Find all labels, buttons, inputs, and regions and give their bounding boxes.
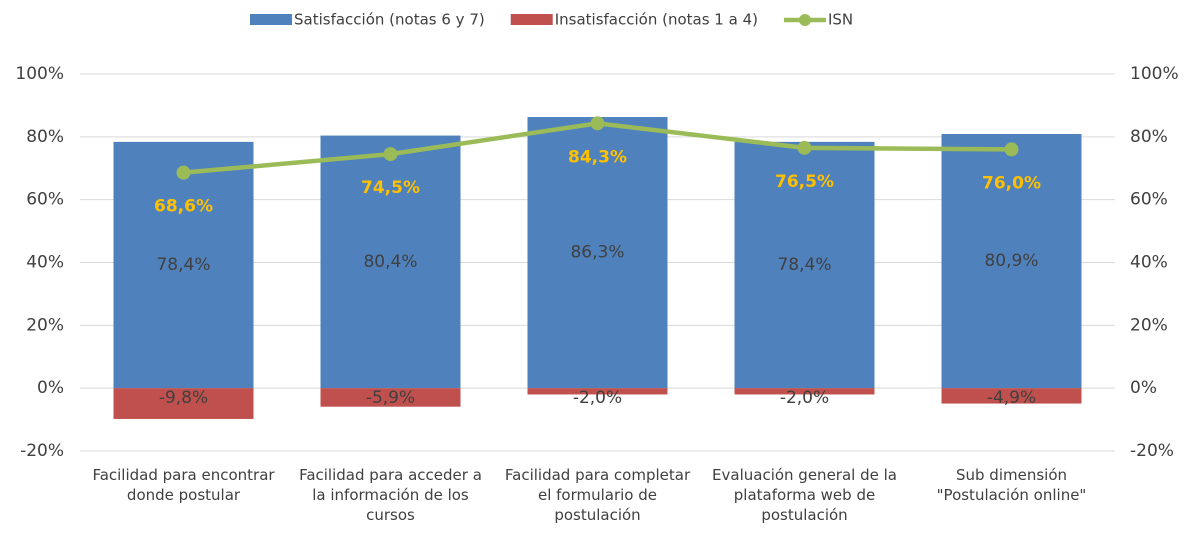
y2-tick-label: 100% [1130,64,1179,84]
bar [734,141,875,389]
data-label: -2,0% [780,388,829,408]
bar [113,141,254,389]
bar [941,134,1082,389]
data-label: 78,4% [777,255,831,275]
isn-marker [590,116,605,131]
legend-label: Insatisfacción (notas 1 a 4) [555,11,758,29]
x-tick-label: Evaluación general de la plataforma web … [712,466,897,524]
isn-label: 68,6% [154,197,213,217]
y2-tick-label: 60% [1130,190,1168,210]
legend-marker [798,14,811,26]
data-label: -5,9% [366,388,415,408]
isn-marker [383,147,398,162]
x-tick-label: Facilidad para completar el formulario d… [504,466,691,524]
legend-label: ISN [828,11,853,29]
x-tick-label: Sub dimensión "Postulación online" [936,466,1087,504]
isn-label: 76,5% [775,172,834,192]
legend-label: Satisfacción (notas 6 y 7) [294,11,485,29]
data-label: -2,0% [573,388,622,408]
y-tick-label: 20% [26,315,64,335]
bar [527,388,668,395]
isn-marker [176,165,191,180]
data-label: -4,9% [987,388,1036,408]
data-label: 78,4% [156,255,210,275]
isn-marker [797,140,812,155]
bar [527,117,668,389]
data-label: 86,3% [570,243,624,263]
isn-label: 76,0% [982,173,1041,193]
y2-tick-label: 40% [1130,253,1168,273]
data-label: 80,4% [363,252,417,272]
y-tick-label: 40% [26,253,64,273]
isn-label: 74,5% [361,178,420,198]
bar [320,388,461,407]
y2-tick-label: 0% [1130,378,1157,398]
legend-swatch [250,14,292,25]
bar [113,388,254,419]
bar [734,388,875,395]
y-tick-label: 0% [37,378,64,398]
y2-tick-label: 20% [1130,315,1168,335]
y-tick-label: 100% [15,64,64,84]
data-label: 80,9% [984,251,1038,271]
y-tick-label: -20% [20,441,64,461]
y-tick-label: 60% [26,190,64,210]
x-tick-label: Facilidad para encontrar donde postular [92,466,275,504]
bar [941,388,1082,404]
y2-tick-label: 80% [1130,127,1168,147]
isn-label: 84,3% [568,147,627,167]
y-tick-label: 80% [26,127,64,147]
data-label: -9,8% [159,388,208,408]
x-tick-label: Facilidad para acceder a la información … [299,466,482,524]
isn-marker [1004,142,1019,157]
legend-swatch [510,14,553,25]
bar [320,135,461,389]
y2-tick-label: -20% [1130,441,1174,461]
